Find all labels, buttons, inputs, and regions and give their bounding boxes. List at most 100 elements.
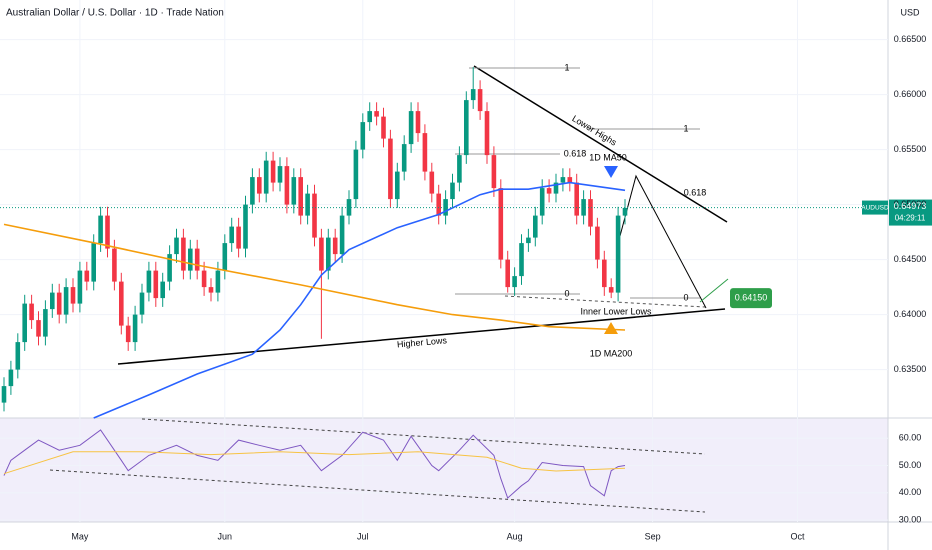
candle-body: [1, 386, 7, 403]
fib-label: 0: [683, 292, 688, 302]
candle-body: [77, 270, 83, 304]
fib-label: 0: [564, 288, 569, 298]
y-tick-label: 0.66500: [894, 34, 927, 44]
candle-body: [215, 270, 221, 293]
candle-body: [56, 292, 62, 315]
candle-body: [470, 89, 476, 101]
y-tick-label: 0.65000: [894, 199, 927, 209]
candle-body: [512, 276, 517, 288]
candle-body: [50, 292, 55, 310]
candle-body: [181, 237, 186, 271]
x-tick-label: Jul: [357, 531, 369, 541]
candle-body: [29, 303, 34, 321]
last-price: 0.64973: [894, 201, 927, 211]
lower-highs-line: [473, 65, 728, 223]
candle-body: [229, 226, 234, 244]
target-label: 0.64150: [735, 292, 768, 302]
symbol-tag: [862, 200, 888, 215]
candle-body: [374, 111, 379, 117]
candle-body: [415, 111, 421, 134]
fib-label: 1: [683, 123, 688, 133]
candle-body: [132, 314, 138, 343]
candle-body: [429, 171, 435, 194]
candle-body: [201, 270, 207, 288]
candle-body: [160, 281, 165, 299]
candle-body: [236, 226, 241, 249]
candle-body: [615, 215, 621, 293]
candle-body: [526, 237, 531, 244]
fib-label: 0.618: [684, 187, 707, 197]
candle-body: [270, 160, 276, 183]
countdown: 04:29:11: [895, 214, 926, 223]
candle-body: [15, 342, 21, 370]
candle-body: [319, 237, 324, 271]
candle-body: [91, 243, 96, 282]
annotation: Inner Lower Lows: [580, 306, 652, 316]
symbol: AUDUSD: [861, 204, 889, 211]
candle-body: [401, 144, 407, 172]
candle-body: [250, 177, 255, 205]
candle-body: [312, 193, 317, 238]
candle-body: [339, 215, 345, 255]
candle-body: [139, 292, 145, 315]
candle-body: [491, 155, 497, 189]
currency: USD: [900, 7, 920, 17]
ma-label: 1D MA50: [589, 152, 627, 162]
candle-body: [588, 199, 593, 227]
x-tick-label: Aug: [507, 531, 523, 541]
candle-body: [498, 188, 504, 260]
y-tick-label: 0.66000: [894, 89, 927, 99]
candle-body: [353, 149, 359, 200]
candle-body: [450, 182, 455, 200]
candle-body: [560, 177, 566, 183]
candle-body: [553, 182, 559, 194]
candle-body: [436, 193, 441, 216]
indicator-line: [3, 429, 626, 499]
marks: [0, 67, 932, 499]
y-tick-label: 60.00: [899, 433, 922, 443]
candle-body: [443, 199, 448, 216]
candle-body: [298, 177, 303, 216]
candle-body: [464, 100, 469, 156]
candle-body: [608, 287, 614, 293]
candle-body: [574, 182, 579, 216]
candle-body: [595, 226, 600, 260]
candle-body: [484, 111, 490, 156]
candle-body: [22, 303, 27, 343]
y-tick-label: 40.00: [899, 487, 922, 497]
candle-body: [422, 133, 428, 172]
higher-lows-line: [117, 308, 726, 365]
y-tick-label: 50.00: [899, 460, 922, 470]
indicator-line: [3, 223, 626, 331]
candle-body: [519, 243, 524, 277]
rsi-channel: [49, 469, 706, 513]
candle-body: [388, 138, 393, 200]
candle-body: [119, 281, 124, 326]
candle-body: [408, 111, 414, 145]
target-arrow: [699, 278, 729, 303]
candle-body: [277, 166, 283, 183]
candle-body: [457, 155, 462, 183]
y-tick-label: 0.64500: [894, 254, 927, 264]
candle-body: [291, 177, 297, 205]
candle-body: [98, 215, 103, 244]
candle-body: [546, 188, 552, 194]
candle-body: [194, 248, 200, 271]
ma200-arrow: [604, 322, 618, 334]
candle-body: [167, 254, 172, 282]
x-tick-label: Oct: [790, 531, 805, 541]
candle-body: [146, 270, 152, 293]
candle-body: [112, 248, 117, 282]
candle-body: [263, 160, 269, 194]
candle-body: [505, 259, 510, 288]
candle-body: [84, 270, 90, 282]
y-tick-label: 0.64000: [894, 309, 927, 319]
candle-body: [332, 237, 338, 255]
y-tick-label: 0.65500: [894, 144, 927, 154]
indicator-line: [3, 451, 626, 475]
rsi-pane: [0, 418, 888, 522]
candle-body: [153, 270, 159, 299]
rsi-channel: [141, 418, 706, 455]
y-tick-label: 0.63500: [894, 364, 927, 374]
